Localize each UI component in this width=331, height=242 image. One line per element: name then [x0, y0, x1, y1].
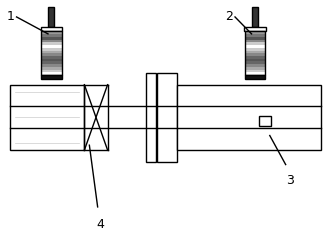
- Bar: [41, 31, 62, 34]
- Bar: [245, 42, 265, 45]
- Bar: [41, 42, 62, 45]
- Bar: [41, 72, 62, 75]
- Bar: [10, 106, 321, 128]
- Text: 2: 2: [225, 10, 233, 23]
- Text: 3: 3: [286, 174, 294, 187]
- Bar: [157, 73, 177, 162]
- Text: 1: 1: [7, 10, 15, 23]
- Bar: [41, 34, 62, 37]
- Bar: [245, 51, 265, 53]
- Bar: [41, 53, 62, 56]
- Bar: [41, 56, 62, 59]
- Text: 4: 4: [96, 218, 104, 231]
- Bar: [245, 59, 265, 61]
- Bar: [41, 59, 62, 61]
- Bar: [41, 48, 62, 51]
- Bar: [244, 27, 265, 31]
- Bar: [245, 61, 265, 64]
- Bar: [10, 85, 84, 150]
- Bar: [245, 31, 265, 34]
- Bar: [245, 72, 265, 75]
- Bar: [245, 34, 265, 37]
- Bar: [41, 61, 62, 64]
- Bar: [245, 70, 265, 72]
- Bar: [245, 45, 265, 48]
- Bar: [245, 53, 265, 56]
- Bar: [245, 37, 265, 40]
- Bar: [245, 48, 265, 51]
- Bar: [41, 75, 62, 79]
- Bar: [245, 40, 265, 42]
- Bar: [41, 31, 62, 75]
- Bar: [177, 85, 321, 150]
- Bar: [41, 64, 62, 67]
- Bar: [245, 67, 265, 70]
- Bar: [41, 70, 62, 72]
- Bar: [40, 27, 62, 31]
- Bar: [245, 75, 265, 79]
- Bar: [41, 37, 62, 40]
- Bar: [41, 40, 62, 42]
- Bar: [259, 116, 271, 126]
- Bar: [245, 64, 265, 67]
- Bar: [41, 51, 62, 53]
- Bar: [41, 67, 62, 70]
- Bar: [146, 73, 156, 162]
- Bar: [245, 31, 265, 75]
- Bar: [48, 7, 54, 27]
- Bar: [245, 56, 265, 59]
- Bar: [41, 45, 62, 48]
- Bar: [252, 7, 258, 27]
